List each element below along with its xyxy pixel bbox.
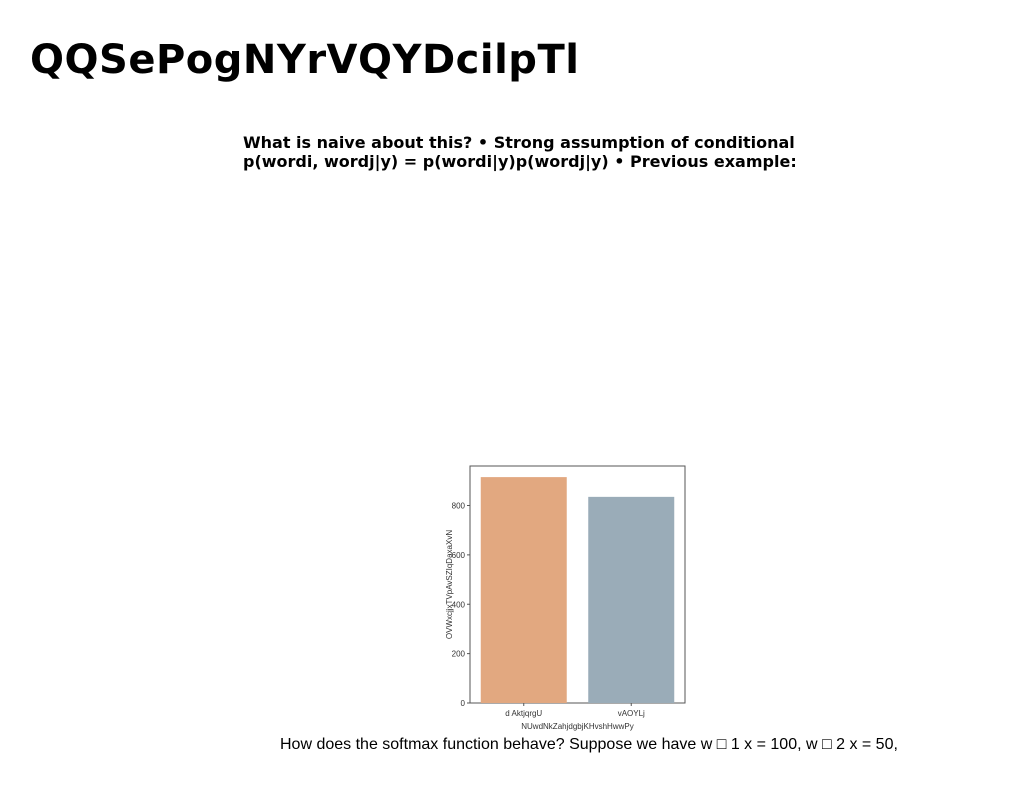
y-tick-label-3: 600	[452, 551, 466, 560]
y-tick-label-4: 800	[452, 502, 466, 511]
body-line-1: What is naive about this? • Strong assum…	[243, 133, 795, 152]
y-tick-label-0: 0	[461, 699, 466, 708]
body-line-2: p(wordi, wordj|y) = p(wordi|y)p(wordj|y)…	[243, 152, 797, 171]
x-tick-label-0: d AktjqrgU	[505, 709, 542, 718]
y-axis: 0 200 400 600 800	[452, 502, 470, 708]
footer-text: How does the softmax function behave? Su…	[280, 736, 898, 753]
x-axis-label: NUwdNkZahjdgbjKHvshHwwPy	[521, 722, 633, 731]
bar-0	[480, 477, 567, 703]
x-tick-label-1: vAOYLj	[618, 709, 645, 718]
x-axis: d AktjqrgU vAOYLj	[505, 703, 645, 718]
body-text: What is naive about this? • Strong assum…	[243, 133, 843, 171]
bar-chart: 0 200 400 600 800 d AktjqrgU vAOYLj NUwdNkZah…	[436, 458, 696, 734]
bars-layer	[480, 477, 675, 703]
bar-1	[588, 496, 675, 703]
bar-chart-svg: 0 200 400 600 800 d AktjqrgU vAOYLj NUwdNkZah…	[445, 465, 686, 731]
plot-frame	[469, 465, 686, 704]
y-tick-label-2: 400	[452, 600, 466, 609]
y-tick-label-1: 200	[452, 650, 466, 659]
y-axis-label: OVWxcjjxTVpAvSZIqDaxaXvN	[445, 530, 454, 639]
slide-title: QQSePogNYrVQYDcilpTl	[30, 37, 580, 83]
